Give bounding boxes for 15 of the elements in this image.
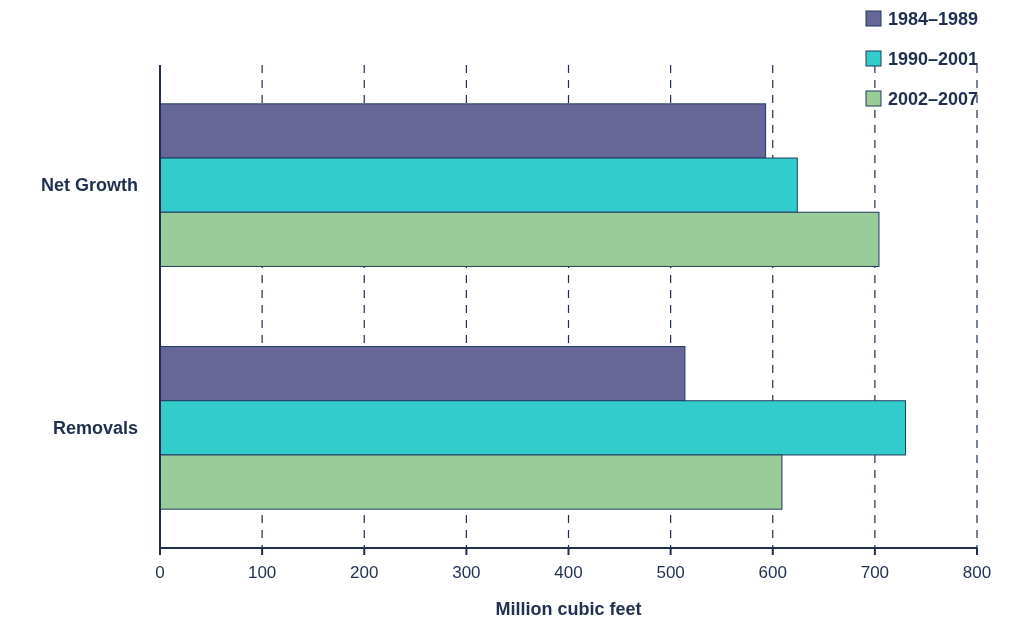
y-tick-label: Net Growth <box>41 175 138 196</box>
x-axis-title: Million cubic feet <box>495 599 642 619</box>
x-tick-label: 0 <box>155 563 165 582</box>
y-tick-label: Removals <box>52 417 138 438</box>
x-tick-label: 500 <box>656 563 685 582</box>
x-tick-label: 200 <box>350 563 379 582</box>
x-tick-label: 700 <box>860 563 890 582</box>
legend-label: 1990–2001 <box>888 49 979 69</box>
x-tick-label: 300 <box>452 563 481 582</box>
legend-label: 2002–2007 <box>888 89 979 109</box>
x-tick-label: 800 <box>962 563 992 582</box>
legend-label: 1984–1989 <box>888 9 979 29</box>
x-tick-label: 100 <box>247 563 277 582</box>
x-tick-label: 600 <box>758 563 787 582</box>
x-tick-label: 400 <box>554 563 583 582</box>
